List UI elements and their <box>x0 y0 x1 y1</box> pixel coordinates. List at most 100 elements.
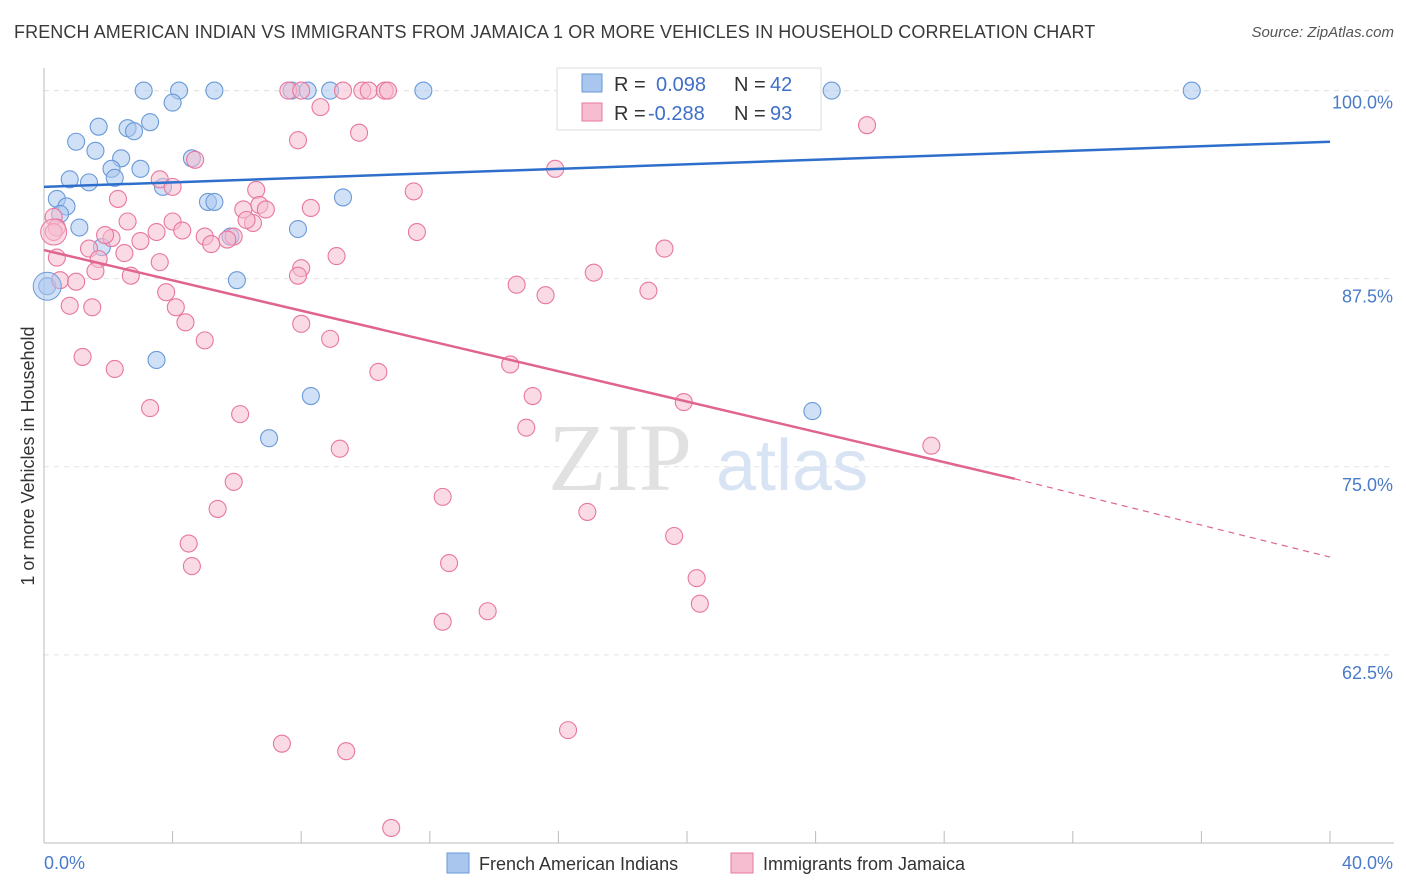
jamaica-point <box>292 81 311 100</box>
french-trend-line <box>43 140 1331 189</box>
legend-r-value-1: 0.098 <box>656 74 706 96</box>
jamaica-point <box>173 221 192 240</box>
jamaica-point <box>73 347 92 366</box>
series-label-jamaica: Immigrants from Jamaica <box>763 854 966 874</box>
jamaica-point <box>208 499 227 518</box>
tick-labels: 62.5% 75.0% 87.5% 100.0% 0.0% 40.0% <box>44 93 1393 873</box>
french-point <box>141 113 160 132</box>
jamaica-point <box>67 272 86 291</box>
jamaica-point <box>288 131 308 150</box>
jamaica-point <box>292 314 311 333</box>
french-point <box>89 117 108 136</box>
french-point <box>301 387 320 406</box>
french-point <box>105 168 124 187</box>
jamaica-point <box>166 298 185 317</box>
chart-source: Source: ZipAtlas.com <box>1251 24 1394 41</box>
jamaica-point <box>382 818 401 838</box>
legend-r-label-2: R = <box>614 103 646 125</box>
legend-swatch-french <box>581 73 603 93</box>
french-point <box>333 188 353 207</box>
jamaica-point <box>202 235 221 254</box>
legend-n-label-1: N = <box>734 74 766 96</box>
jamaica-point <box>218 230 237 249</box>
jamaica-point <box>440 554 459 573</box>
legend-r-value-2: -0.288 <box>648 103 705 125</box>
french-point <box>205 192 224 211</box>
jamaica-point <box>237 210 256 230</box>
jamaica-point <box>224 472 243 491</box>
jamaica-point <box>655 239 674 258</box>
jamaica-point <box>857 116 877 135</box>
watermark-zip: ZIP <box>548 404 692 511</box>
jamaica-point <box>378 81 398 100</box>
x-tick-label: 40.0% <box>1342 853 1393 873</box>
jamaica-point <box>272 734 291 753</box>
jamaica-point <box>558 721 578 740</box>
jamaica-point <box>507 275 526 294</box>
jamaica-point <box>231 405 250 424</box>
jamaica-point <box>407 222 426 242</box>
y-tick-label: 75.0% <box>1342 475 1393 495</box>
jamaica-point <box>369 362 388 382</box>
jamaica-point <box>433 487 452 506</box>
jamaica-point <box>523 387 542 406</box>
series-swatch-french <box>446 852 470 874</box>
jamaica-trend-extension <box>1014 478 1331 558</box>
french-point <box>1182 81 1201 100</box>
french-point <box>227 271 246 290</box>
series-label-french: French American Indians <box>479 854 678 874</box>
jamaica-point <box>359 81 378 100</box>
french-point <box>288 219 308 239</box>
jamaica-point <box>301 198 320 218</box>
jamaica-point <box>150 253 169 272</box>
jamaica-point <box>327 247 346 266</box>
jamaica-point <box>118 212 137 231</box>
trend-lines <box>43 140 1331 558</box>
jamaica-point <box>157 283 176 302</box>
jamaica-point <box>105 359 124 379</box>
jamaica-point <box>288 266 308 285</box>
jamaica-point <box>247 180 266 199</box>
gridlines <box>44 90 1394 656</box>
jamaica-point <box>687 569 706 588</box>
jamaica-point <box>195 331 214 350</box>
jamaica-point <box>176 313 195 332</box>
jamaica-point <box>350 123 369 142</box>
french-point <box>79 173 99 192</box>
jamaica-point <box>478 602 497 621</box>
jamaica-point <box>147 222 166 242</box>
series-swatch-jamaica <box>730 852 754 874</box>
jamaica-point <box>108 189 127 208</box>
series-legend: French American Indians Immigrants from … <box>446 852 966 874</box>
jamaica-point <box>433 612 452 631</box>
legend-swatch-jamaica <box>581 102 603 122</box>
jamaica-point <box>517 418 536 437</box>
jamaica-point <box>186 150 205 169</box>
jamaica-point <box>578 502 597 521</box>
french-point <box>124 122 144 141</box>
jamaica-point <box>333 81 353 100</box>
jamaica-point <box>141 399 160 418</box>
jamaica-point <box>115 244 134 263</box>
y-tick-label: 62.5% <box>1342 663 1393 683</box>
french-point <box>205 81 224 100</box>
legend-n-value-2: 93 <box>770 103 792 125</box>
jamaica-point <box>639 281 658 300</box>
jamaica-point <box>179 534 198 553</box>
jamaica-point <box>131 232 150 251</box>
axes <box>43 68 1394 844</box>
jamaica-point <box>60 296 79 315</box>
french-point <box>822 81 841 100</box>
jamaica-point <box>665 526 684 546</box>
jamaica-point <box>584 263 603 282</box>
jamaica-point-large <box>40 218 68 246</box>
jamaica-trend-line <box>43 248 1016 481</box>
french-point <box>60 170 79 189</box>
chart-title: FRENCH AMERICAN INDIAN VS IMMIGRANTS FRO… <box>14 22 1096 42</box>
jamaica-point <box>83 298 102 317</box>
jamaica-point <box>330 439 349 458</box>
french-point <box>163 93 182 112</box>
legend-n-label-2: N = <box>734 103 766 125</box>
stats-legend: R = 0.098 N = 42 R = -0.288 N = 93 <box>556 67 822 131</box>
